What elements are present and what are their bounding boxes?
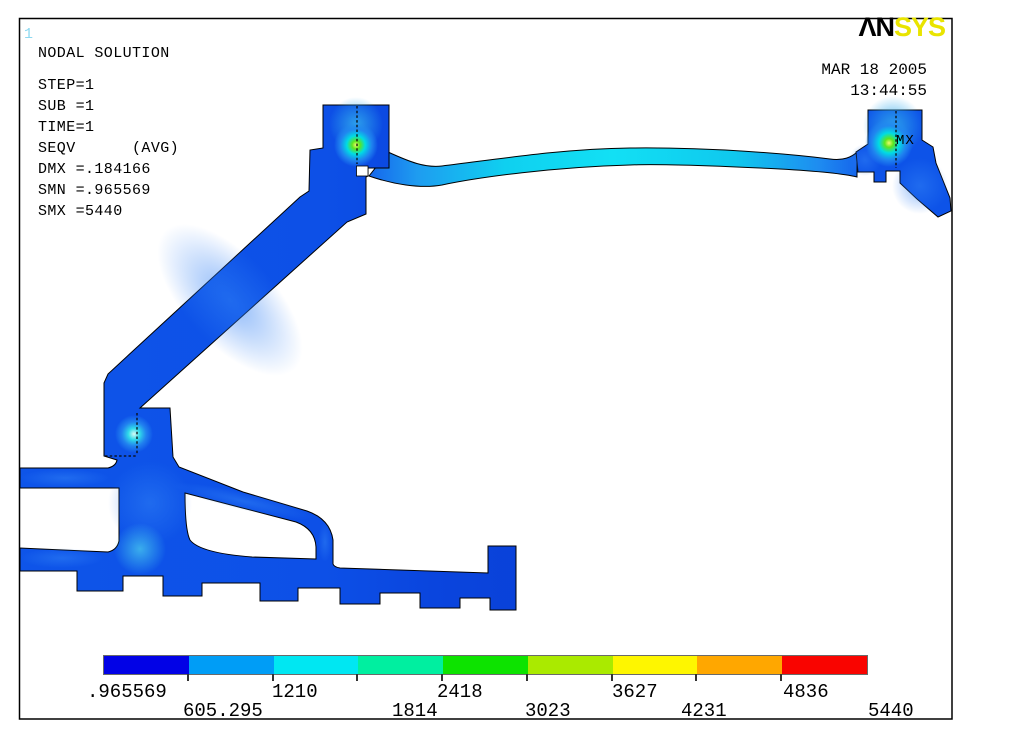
legend-segment	[104, 656, 189, 674]
legend-tick	[356, 674, 359, 681]
legend-label: 2418	[437, 681, 483, 703]
part-curved-strip-gap	[184, 492, 317, 560]
solution-info-line: SEQV (AVG)	[38, 140, 180, 157]
legend-label: 4836	[783, 681, 829, 703]
legend-label: 1210	[272, 681, 318, 703]
legend-segment	[527, 656, 613, 674]
legend-segment	[443, 656, 528, 674]
legend-segment	[697, 656, 783, 674]
plot-date: MAR 18 2005	[821, 61, 927, 79]
solution-info-line: DMX =.184166	[38, 161, 151, 178]
ansys-logo-yellow: SYS	[893, 12, 946, 42]
datetime-block: MAR 18 2005 13:44:55	[821, 60, 927, 102]
legend-tick	[610, 674, 613, 681]
ansys-logo: ΛNSYS	[858, 12, 946, 43]
legend-label: 4231	[681, 700, 727, 722]
solution-info-line: STEP=1	[38, 77, 95, 94]
legend-segment	[273, 656, 359, 674]
plot-number: 1	[24, 26, 34, 43]
solution-info-line: NODAL SOLUTION	[38, 45, 170, 62]
solution-info-line: TIME=1	[38, 119, 95, 136]
legend-tick	[695, 674, 698, 681]
legend-label: 5440	[868, 700, 914, 722]
legend-segment	[188, 656, 274, 674]
legend-label: 1814	[392, 700, 438, 722]
solution-info-line: SUB =1	[38, 98, 95, 115]
legend-color-bar	[103, 655, 868, 675]
solution-info-line: SMN =.965569	[38, 182, 151, 199]
stress-hotspot-right-tab	[863, 96, 923, 167]
stress-hotspot-lower-joint	[115, 415, 153, 453]
legend-label: 605.295	[183, 700, 263, 722]
legend-tick	[271, 674, 274, 681]
legend-segment	[782, 656, 868, 674]
contact-slits	[105, 106, 897, 457]
plot-window-frame	[18, 17, 953, 720]
legend-segment	[612, 656, 698, 674]
plot-time: 13:44:55	[850, 82, 927, 100]
legend-label: .965569	[87, 681, 167, 703]
part-top-arc-strip	[368, 147, 858, 187]
legend-tick	[780, 674, 783, 681]
legend-tick	[441, 674, 444, 681]
legend-tick	[186, 674, 189, 681]
legend-label: 3023	[525, 700, 571, 722]
ansys-logo-black: ΛN	[858, 12, 895, 42]
legend-segment	[358, 656, 444, 674]
legend-tick	[525, 674, 528, 681]
solution-info-line: SMX =5440	[38, 203, 123, 220]
contour-shading	[20, 144, 948, 575]
stress-hotspot-left-tab	[329, 97, 383, 167]
max-stress-marker: MX	[896, 133, 915, 149]
legend-label: 3627	[612, 681, 658, 703]
